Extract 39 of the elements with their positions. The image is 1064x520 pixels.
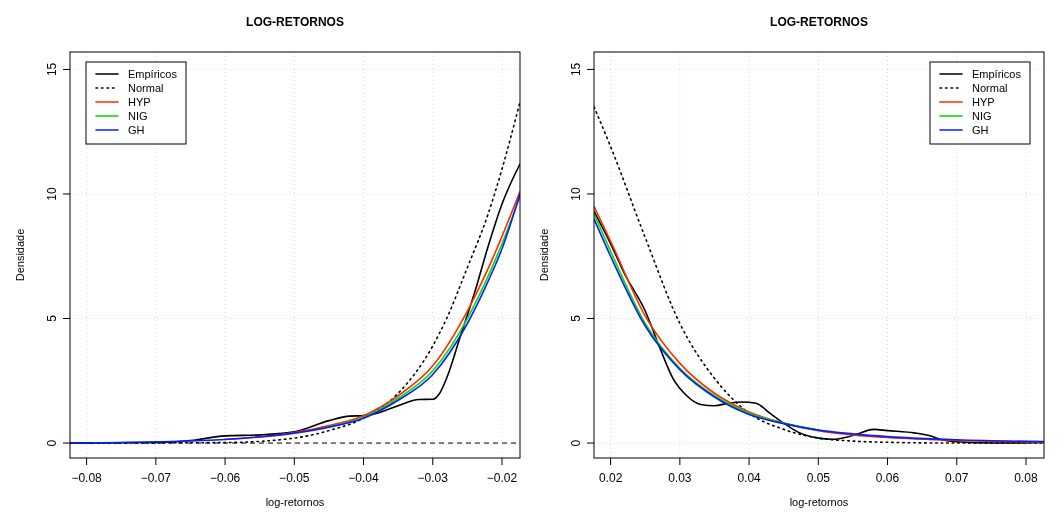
legend-label: NIG bbox=[128, 110, 148, 122]
x-tick-label: 0.05 bbox=[806, 471, 831, 485]
x-tick-label: −0.05 bbox=[279, 471, 310, 485]
x-tick-label: 0.02 bbox=[598, 471, 623, 485]
y-axis-title: Densidade bbox=[538, 228, 550, 282]
y-tick-label: 0 bbox=[45, 439, 59, 447]
x-tick-label: 0.03 bbox=[668, 471, 692, 485]
legend-label: Empíricos bbox=[972, 68, 1022, 80]
legend-label: NIG bbox=[972, 110, 992, 122]
y-tick-label: 15 bbox=[45, 62, 59, 77]
legend-label: GH bbox=[972, 124, 989, 136]
y-tick-label: 0 bbox=[569, 439, 583, 447]
legend-label: HYP bbox=[972, 96, 995, 108]
x-tick-label: −0.06 bbox=[209, 471, 241, 485]
chart-title: LOG-RETORNOS bbox=[770, 15, 868, 29]
x-tick-label: 0.04 bbox=[737, 471, 762, 485]
x-tick-label: 0.06 bbox=[875, 471, 900, 485]
chart-title: LOG-RETORNOS bbox=[246, 15, 344, 29]
y-tick-label: 10 bbox=[45, 186, 59, 201]
x-tick-label: 0.07 bbox=[945, 471, 969, 485]
x-tick-label: 0.08 bbox=[1014, 471, 1038, 485]
legend-label: Empíricos bbox=[128, 68, 178, 80]
legend-label: Normal bbox=[972, 82, 1008, 94]
line-series bbox=[224, 190, 520, 441]
y-tick-label: 15 bbox=[569, 62, 583, 77]
legend-label: GH bbox=[128, 124, 145, 136]
y-tick-label: 10 bbox=[569, 186, 583, 201]
legend-label: Normal bbox=[128, 82, 164, 94]
x-axis-title: log-retornos bbox=[789, 496, 849, 508]
legend-label: HYP bbox=[128, 96, 151, 108]
x-tick-label: −0.02 bbox=[486, 471, 518, 485]
x-tick-label: −0.04 bbox=[348, 471, 380, 485]
x-tick-label: −0.03 bbox=[417, 471, 449, 485]
x-axis-title: log-retornos bbox=[265, 496, 325, 508]
x-tick-label: −0.08 bbox=[71, 471, 103, 485]
y-tick-label: 5 bbox=[45, 314, 59, 322]
y-axis-title: Densidade bbox=[14, 228, 26, 282]
y-tick-label: 5 bbox=[569, 314, 583, 322]
x-tick-label: −0.07 bbox=[140, 471, 172, 485]
